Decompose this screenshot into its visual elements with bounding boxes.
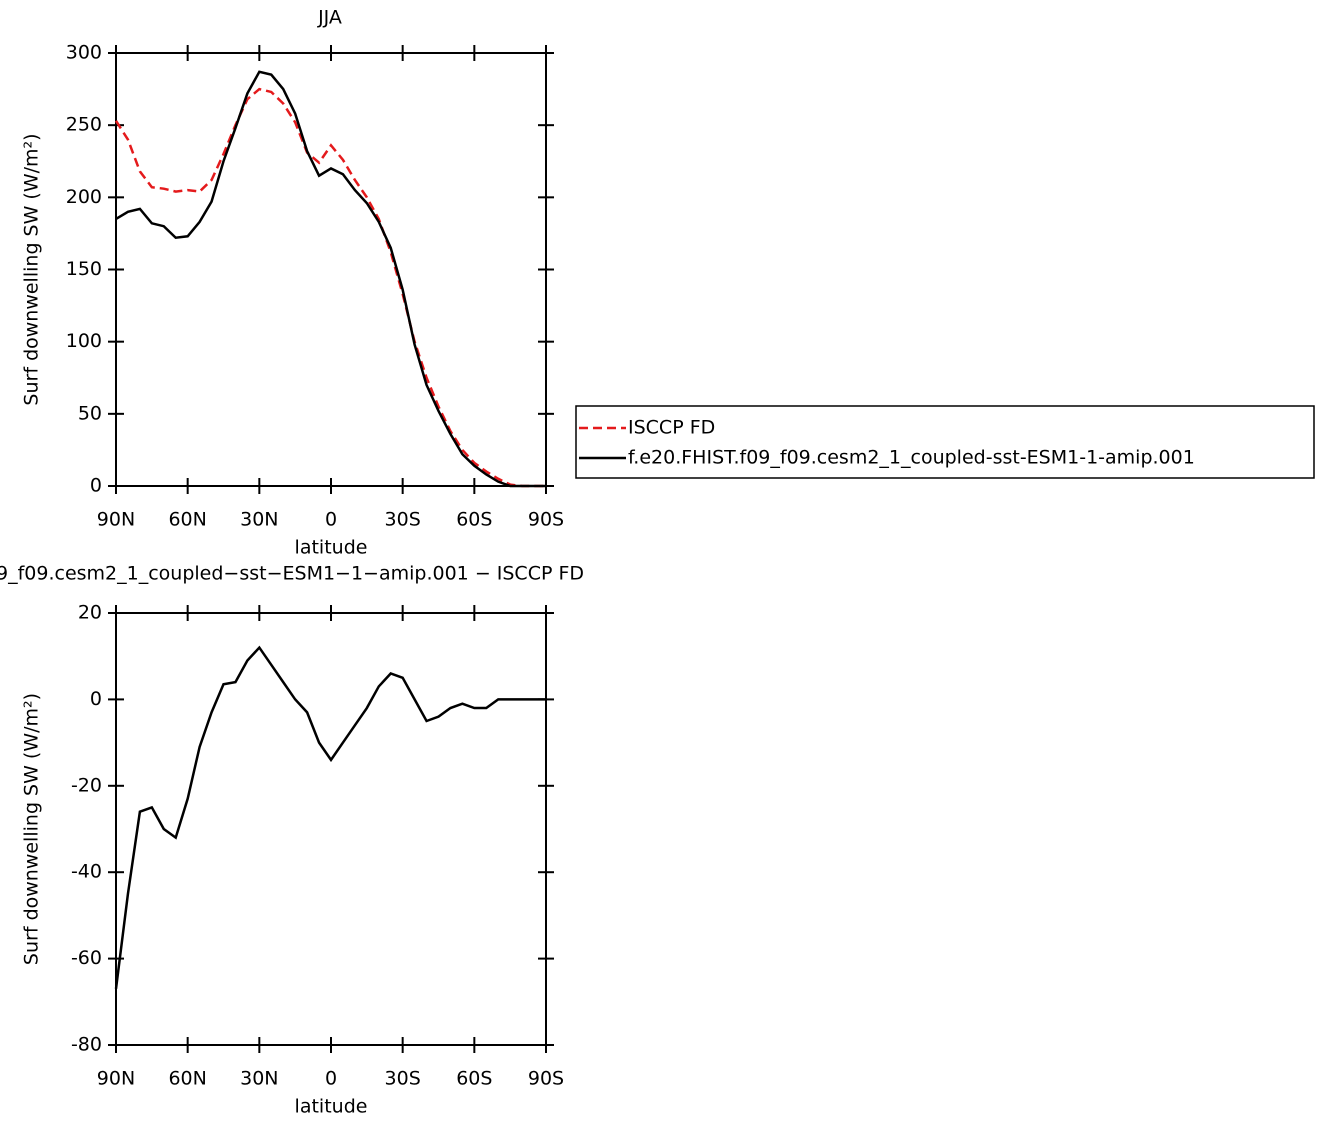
- x-tick-label: 30N: [240, 509, 278, 531]
- x-tick-label: 30S: [385, 509, 421, 531]
- y-tick-label: 200: [66, 186, 102, 208]
- x-tick-label: 30S: [385, 1068, 421, 1090]
- y-tick-label: -60: [71, 947, 102, 969]
- y-tick-label: 50: [78, 402, 102, 424]
- plot-frame: [115, 612, 547, 1046]
- x-tick-label: 60N: [168, 1068, 206, 1090]
- y-tick-label: 0: [90, 688, 102, 710]
- x-tick-label: 0: [325, 1068, 337, 1090]
- y-tick-label: 300: [66, 42, 102, 64]
- legend-label: ISCCP FD: [628, 417, 715, 439]
- data-line: [114, 87, 546, 488]
- legend-box: [575, 405, 1315, 479]
- y-axis-label: Surf downwelling SW (W/m²): [21, 693, 43, 965]
- x-tick-label: 60S: [456, 509, 492, 531]
- data-line: [115, 70, 546, 488]
- y-tick-label: 250: [66, 114, 102, 136]
- data-line: [114, 645, 546, 989]
- chart-title: JJA: [317, 7, 342, 29]
- x-tick-label: 90S: [528, 1068, 564, 1090]
- y-tick-label: 150: [66, 258, 102, 280]
- y-tick-label: 20: [78, 602, 102, 624]
- y-tick-label: -40: [71, 861, 102, 883]
- x-tick-label: 60S: [456, 1068, 492, 1090]
- x-tick-label: 90N: [97, 1068, 135, 1090]
- x-axis-label: latitude: [295, 1096, 368, 1118]
- x-tick-label: 90N: [97, 509, 135, 531]
- legend-label: f.e20.FHIST.f09_f09.cesm2_1_coupled-sst-…: [628, 447, 1195, 469]
- y-axis-label: Surf downwelling SW (W/m²): [21, 133, 43, 405]
- x-tick-label: 30N: [240, 1068, 278, 1090]
- chart-title: 9_f09.cesm2_1_coupled−sst−ESM1−1−amip.00…: [0, 563, 584, 585]
- y-tick-label: -80: [71, 1034, 102, 1056]
- x-tick-label: 60N: [168, 509, 206, 531]
- x-tick-label: 90S: [528, 509, 564, 531]
- y-tick-label: 100: [66, 330, 102, 352]
- x-axis-label: latitude: [295, 537, 368, 559]
- y-tick-label: -20: [71, 774, 102, 796]
- x-tick-label: 0: [325, 509, 337, 531]
- plot-frame: [115, 52, 547, 487]
- y-tick-label: 0: [90, 475, 102, 497]
